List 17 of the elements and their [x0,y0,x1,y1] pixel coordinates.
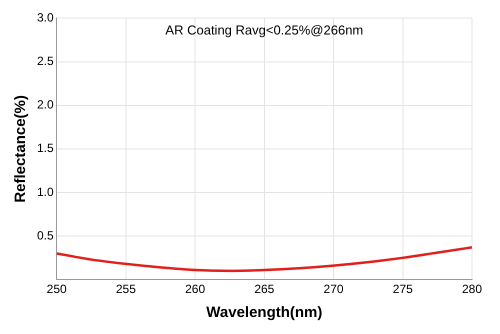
line-series [56,246,472,272]
y-tick-label: 0.5 [36,228,54,242]
x-tick-label: 275 [392,282,414,296]
x-tick-label: 255 [116,282,136,296]
y-tick-label: 2.0 [36,98,54,112]
y-tick-label: 1.0 [36,184,54,199]
y-tick-label: 3.0 [36,10,54,25]
x-tick-label: 265 [254,282,275,296]
x-tick-label: 250 [46,282,68,296]
y-axis-title: Reflectance(%) [12,95,30,203]
annotation: AR Coating Ravg<0.25%@266nm [165,22,364,38]
x-tick-label: 260 [185,282,206,296]
x-tick-label: 270 [324,282,344,296]
x-tick-label: 280 [462,282,482,296]
y-tick-label: 2.5 [36,54,54,68]
y-tick-label: 1.5 [36,141,54,156]
x-axis-title: Wavelength(nm) [206,304,322,322]
